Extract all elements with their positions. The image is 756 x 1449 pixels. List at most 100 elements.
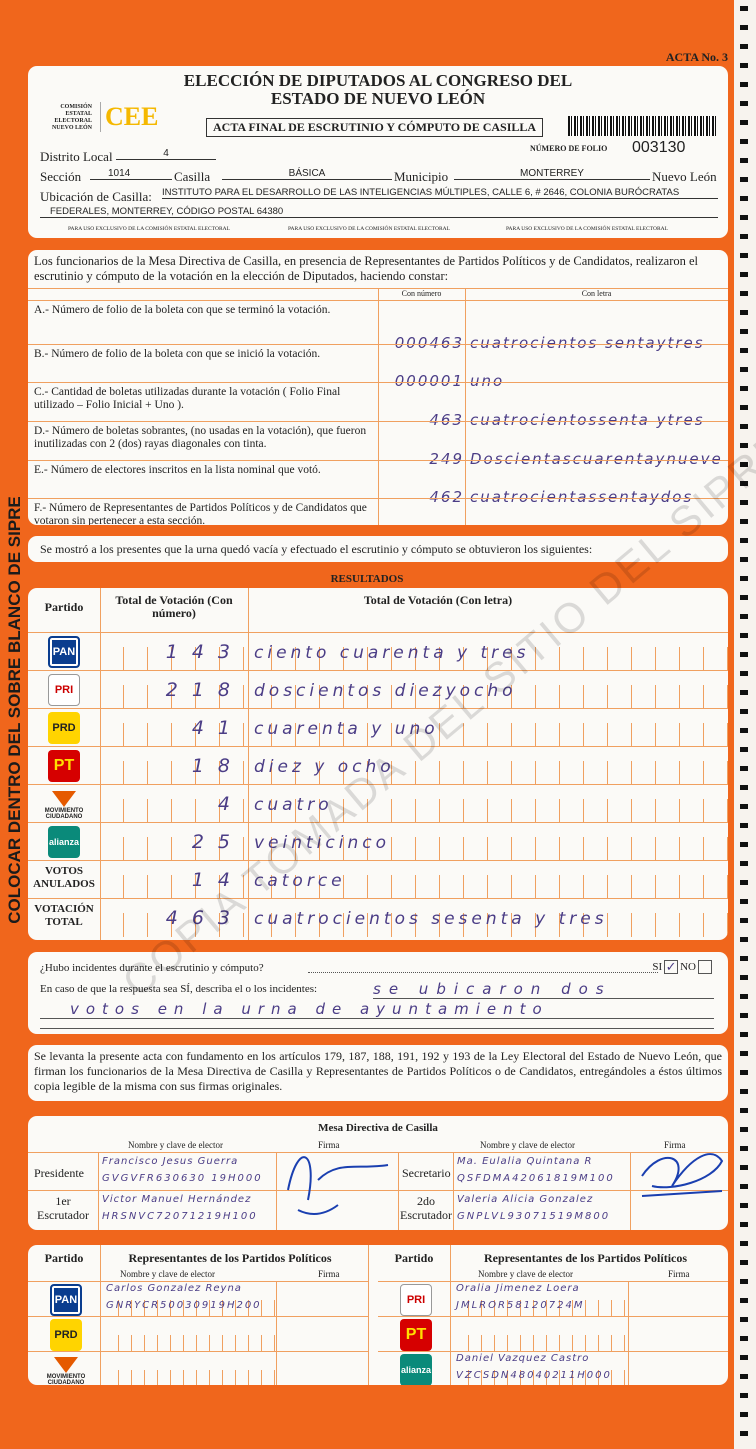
registration-mark bbox=[740, 1431, 748, 1436]
registration-mark bbox=[740, 766, 748, 771]
al-logo: alianza bbox=[400, 1354, 432, 1385]
col-partido: Partido bbox=[44, 600, 84, 614]
representante-clave[interactable]: GNRYCR50030919H200 bbox=[106, 1300, 276, 1316]
ubicacion-line-2: FEDERALES, MONTERREY, CÓDIGO POSTAL 6438… bbox=[40, 206, 718, 218]
registration-mark bbox=[740, 196, 748, 201]
representante-name[interactable]: Daniel Vazquez Castro bbox=[456, 1353, 590, 1364]
result-numero[interactable]: 143 bbox=[165, 641, 244, 663]
col-firma: Firma bbox=[318, 1269, 340, 1279]
dotted-leader bbox=[308, 972, 658, 973]
result-numero[interactable]: 14 bbox=[191, 869, 244, 891]
escrutinio-panel: Los funcionarios de la Mesa Directiva de… bbox=[28, 250, 728, 525]
pt-logo: PT bbox=[48, 750, 80, 782]
item-letra[interactable]: uno bbox=[470, 372, 505, 390]
registration-mark bbox=[740, 63, 748, 68]
registration-mark bbox=[740, 576, 748, 581]
result-numero[interactable]: 4 bbox=[217, 793, 244, 815]
item-letra[interactable]: cuatrocientos sentaytres bbox=[470, 334, 705, 352]
item-letra[interactable]: Doscientascuarentaynueve bbox=[470, 450, 723, 468]
legal-panel: Se levanta la presente acta con fundamen… bbox=[28, 1045, 728, 1101]
col-total-letra: Total de Votación (Con letra) bbox=[363, 593, 513, 607]
registration-mark bbox=[740, 1127, 748, 1132]
result-letra[interactable]: cuarenta y uno bbox=[254, 719, 439, 739]
result-letra[interactable]: cuatro bbox=[254, 795, 333, 815]
incident-line-2[interactable]: votos en la urna de ayuntamiento bbox=[40, 1000, 714, 1019]
item-label: B.- Número de folio de la boleta con que… bbox=[34, 348, 321, 360]
title-line-1: ELECCIÓN DE DIPUTADOS AL CONGRESO DEL bbox=[183, 71, 573, 90]
item-letra[interactable]: cuatrocientassentaydos bbox=[470, 488, 694, 506]
prd-logo: PRD bbox=[50, 1319, 82, 1351]
divider bbox=[276, 1281, 277, 1385]
representante-clave[interactable]: JMLROR58120724M bbox=[456, 1300, 626, 1316]
registration-mark bbox=[740, 6, 748, 11]
registration-mark bbox=[740, 1260, 748, 1265]
result-letra[interactable]: ciento cuarenta y tres bbox=[254, 643, 530, 663]
movimiento-ciudadano-logo: MOVIMIENTO CIUDADANO bbox=[43, 1354, 89, 1385]
representante-clave[interactable] bbox=[106, 1335, 276, 1351]
result-row: VOTOS ANULADOS 14 catorce bbox=[28, 860, 728, 899]
registration-mark bbox=[740, 1355, 748, 1360]
letter-boxes bbox=[248, 799, 728, 823]
registration-mark bbox=[740, 1184, 748, 1189]
result-letra[interactable]: catorce bbox=[254, 871, 346, 891]
item-numero[interactable]: 249 bbox=[429, 450, 464, 468]
registration-mark bbox=[740, 557, 748, 562]
escrutinio-row: C.- Cantidad de boletas utilizadas duran… bbox=[28, 382, 728, 429]
result-numero[interactable]: 18 bbox=[191, 755, 244, 777]
col-partido: Partido bbox=[394, 1251, 434, 1265]
result-numero[interactable]: 218 bbox=[165, 679, 244, 701]
no-checkbox[interactable] bbox=[698, 960, 712, 974]
mesa-directiva-panel: Mesa Directiva de Casilla Nombre y clave… bbox=[28, 1116, 728, 1230]
registration-mark bbox=[740, 690, 748, 695]
escrutador2-clave: GNPLVL93071519M800 bbox=[457, 1211, 611, 1222]
representante-row: PRI Oralia Jimenez Loera JMLROR58120724M bbox=[378, 1281, 728, 1316]
result-numero[interactable]: 25 bbox=[191, 831, 244, 853]
item-letra[interactable]: cuatrocientossenta ytres bbox=[470, 411, 705, 429]
registration-mark bbox=[740, 899, 748, 904]
registration-mark bbox=[740, 1032, 748, 1037]
registration-mark bbox=[740, 215, 748, 220]
representante-name[interactable]: Oralia Jimenez Loera bbox=[456, 1283, 580, 1294]
digit-boxes bbox=[100, 913, 248, 937]
no-label: NO bbox=[680, 961, 696, 973]
divider bbox=[28, 1190, 728, 1191]
casilla-value: BÁSICA bbox=[222, 168, 392, 180]
org-name: COMISIÓN ESTATAL ELECTORAL NUEVO LEÓN bbox=[51, 104, 92, 131]
letter-boxes bbox=[248, 837, 728, 861]
result-numero[interactable]: 41 bbox=[191, 717, 244, 739]
pri-logo: PRI bbox=[48, 674, 80, 706]
representante-name[interactable]: Carlos Gonzalez Reyna bbox=[106, 1283, 242, 1294]
letter-boxes bbox=[248, 647, 728, 671]
col-letra: Con letra bbox=[581, 289, 612, 298]
digit-boxes bbox=[100, 723, 248, 747]
divider bbox=[378, 288, 379, 525]
registration-mark bbox=[740, 519, 748, 524]
presidente-name: Francisco Jesus Guerra bbox=[102, 1156, 239, 1167]
result-letra[interactable]: veinticinco bbox=[254, 833, 390, 853]
representante-clave[interactable]: VZCSDN48040211H000 bbox=[456, 1370, 626, 1385]
result-letra[interactable]: cuatrocientos sesenta y tres bbox=[254, 909, 608, 929]
registration-mark bbox=[740, 253, 748, 258]
incident-line-3[interactable] bbox=[40, 1028, 714, 1029]
secretario-clave: QSFDMA42061819M100 bbox=[457, 1173, 615, 1184]
row-label: VOTOS ANULADOS bbox=[33, 865, 95, 890]
item-numero[interactable]: 462 bbox=[429, 488, 464, 506]
item-numero[interactable]: 000001 bbox=[394, 372, 464, 390]
registration-mark bbox=[740, 44, 748, 49]
registration-mark bbox=[740, 823, 748, 828]
result-numero[interactable]: 463 bbox=[165, 907, 244, 929]
representante-clave[interactable] bbox=[456, 1335, 626, 1351]
representante-clave[interactable] bbox=[106, 1370, 276, 1385]
letter-boxes bbox=[248, 761, 728, 785]
si-checkbox[interactable]: ✓ bbox=[664, 959, 679, 974]
item-numero[interactable]: 463 bbox=[429, 411, 464, 429]
incident-line-1[interactable]: se ubicaron dos bbox=[373, 980, 714, 999]
registration-mark bbox=[740, 1070, 748, 1075]
registration-mark bbox=[740, 177, 748, 182]
registration-mark bbox=[740, 633, 748, 638]
result-letra[interactable]: diez y ocho bbox=[254, 757, 395, 777]
item-numero[interactable]: 000463 bbox=[394, 334, 464, 352]
registration-mark bbox=[740, 918, 748, 923]
letter-boxes bbox=[248, 913, 728, 937]
result-letra[interactable]: doscientos diezyocho bbox=[254, 681, 517, 701]
